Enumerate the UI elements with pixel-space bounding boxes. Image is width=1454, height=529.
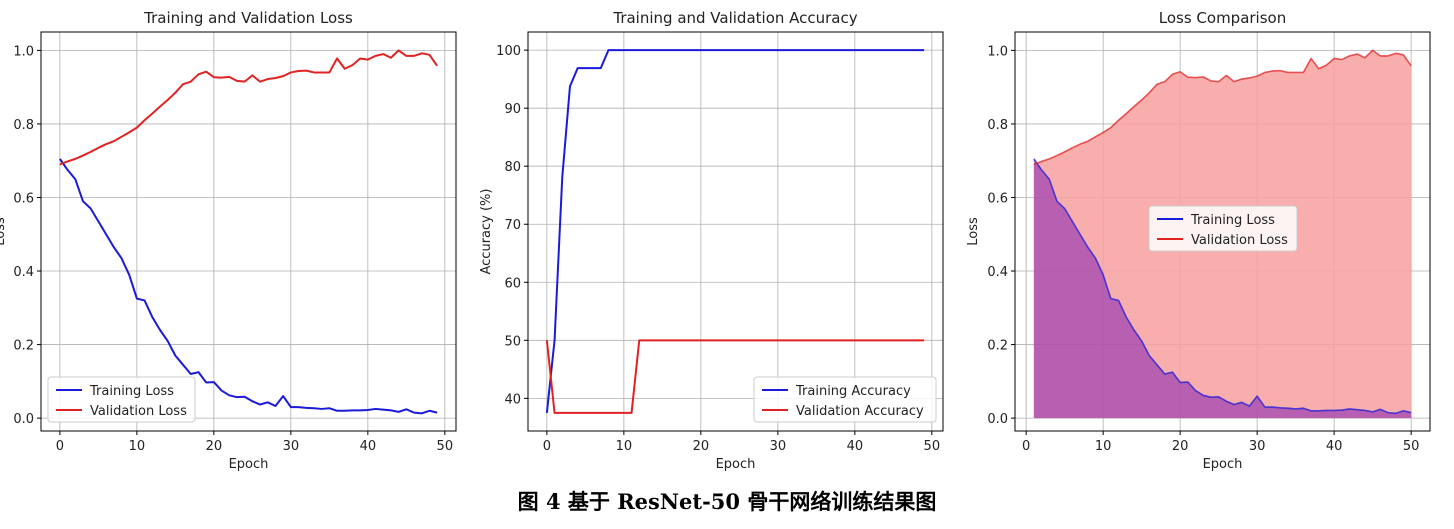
y-tick-label: 0.8 xyxy=(987,118,1008,133)
y-axis-label: Loss xyxy=(0,217,8,246)
y-tick-label: 0.4 xyxy=(13,265,34,280)
x-tick-label: 30 xyxy=(1249,439,1266,454)
x-tick-label: 20 xyxy=(693,439,710,454)
plot-area xyxy=(528,32,943,431)
y-tick-label: 70 xyxy=(504,218,521,233)
chart-legend: Training Accuracy Validation Accuracy xyxy=(753,376,937,423)
axes-frame xyxy=(40,31,457,432)
y-tick-label: 40 xyxy=(504,392,521,407)
legend-label-validation: Validation Accuracy xyxy=(796,404,924,419)
training-results-figure: 0 10 20 30 40 50 0.0 0.2 0.4 0.6 0.8 1.0 Training an… xyxy=(0,9,1431,472)
y-tick-label: 50 xyxy=(504,334,521,349)
axes-frame xyxy=(527,31,944,432)
y-tick-label: 0.2 xyxy=(13,339,34,354)
y-tick-label: 80 xyxy=(504,160,521,175)
y-tick-label: 100 xyxy=(496,44,521,59)
x-axis-label: Epoch xyxy=(1203,457,1243,472)
x-tick-label: 20 xyxy=(206,439,223,454)
chart-title: Loss Comparison xyxy=(1159,9,1286,27)
x-tick-label: 40 xyxy=(1326,439,1343,454)
x-tick-label: 30 xyxy=(770,439,787,454)
x-tick-label: 0 xyxy=(1022,439,1030,454)
x-axis-label: Epoch xyxy=(716,457,756,472)
legend-box xyxy=(47,376,196,423)
legend-label-validation: Validation Loss xyxy=(90,404,187,419)
x-tick-label: 50 xyxy=(437,439,454,454)
x-tick-label: 10 xyxy=(1095,439,1112,454)
x-axis-label: Epoch xyxy=(229,457,269,472)
training-series-line xyxy=(59,158,438,415)
x-tick-label: 0 xyxy=(543,439,551,454)
legend-box xyxy=(1148,205,1298,252)
y-tick-label: 0.8 xyxy=(13,118,34,133)
x-tick-label: 40 xyxy=(847,439,864,454)
y-tick-label: 60 xyxy=(504,276,521,291)
x-tick-label: 10 xyxy=(616,439,633,454)
y-tick-label: 0.4 xyxy=(987,265,1008,280)
chart-legend: Training Loss Validation Loss xyxy=(47,376,196,423)
validation-series-line xyxy=(545,339,925,414)
x-tick-label: 20 xyxy=(1172,439,1189,454)
x-tick-label: 10 xyxy=(129,439,146,454)
legend-label-training: Training Accuracy xyxy=(795,384,911,399)
legend-box xyxy=(753,376,937,423)
training-loss-fill xyxy=(1033,158,1412,419)
x-tick-label: 40 xyxy=(360,439,377,454)
chart-panel-3: 0 10 20 30 40 50 0.0 0.2 0.4 0.6 0.8 1.0 Loss Compar… xyxy=(966,9,1431,472)
legend-label-validation: Validation Loss xyxy=(1191,233,1288,248)
x-tick-label: 50 xyxy=(1403,439,1420,454)
legend-label-training: Training Loss xyxy=(1190,213,1275,228)
axes-frame xyxy=(1014,31,1431,432)
x-tick-label: 50 xyxy=(924,439,941,454)
y-tick-label: 0.6 xyxy=(987,191,1008,206)
y-tick-label: 1.0 xyxy=(987,44,1008,59)
y-tick-label: 0.2 xyxy=(987,339,1008,354)
x-tick-label: 30 xyxy=(283,439,300,454)
training-series-line xyxy=(1033,158,1412,415)
validation-series-line xyxy=(59,49,438,166)
plot-area xyxy=(41,32,456,431)
chart-title: Training and Validation Loss xyxy=(143,9,353,27)
grid-lines xyxy=(41,32,456,431)
training-series-line xyxy=(545,49,925,413)
y-tick-label: 1.0 xyxy=(13,44,34,59)
chart-legend: Training Loss Validation Loss xyxy=(1148,205,1298,252)
figure-caption: 图 4 基于 ResNet-50 骨干网络训练结果图 xyxy=(517,489,937,514)
x-tick-label: 0 xyxy=(56,439,64,454)
y-tick-label: 90 xyxy=(504,102,521,117)
chart-title: Training and Validation Accuracy xyxy=(612,9,857,27)
chart-panel-1: 0 10 20 30 40 50 0.0 0.2 0.4 0.6 0.8 1.0 Training an… xyxy=(0,9,457,472)
y-tick-label: 0.0 xyxy=(987,412,1008,427)
validation-series-line xyxy=(1033,49,1412,166)
y-axis-label: Loss xyxy=(966,217,981,246)
y-tick-label: 0.6 xyxy=(13,191,34,206)
y-tick-label: 0.0 xyxy=(13,412,34,427)
grid-lines xyxy=(528,32,943,431)
chart-panel-2: 0 10 20 30 40 50 40 50 60 70 80 90 100 Training and V… xyxy=(479,9,944,472)
y-axis-label: Accuracy (%) xyxy=(479,189,494,275)
legend-label-training: Training Loss xyxy=(89,384,174,399)
